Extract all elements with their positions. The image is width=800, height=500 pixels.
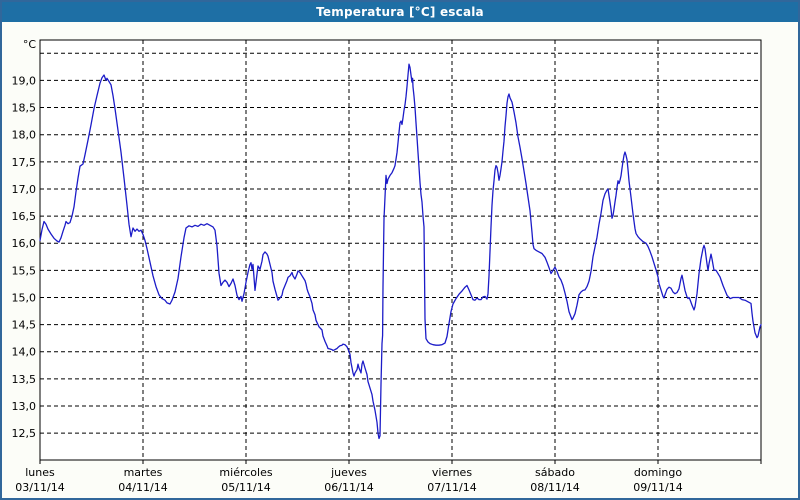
x-day-date-label: 06/11/14 [324,481,373,494]
x-day-name-label: sábado [535,466,575,479]
x-day-name-label: lunes [25,466,55,479]
y-axis-unit-label: °C [23,38,37,51]
title-bar: Temperatura [°C] escala [2,2,798,22]
x-day-date-label: 07/11/14 [427,481,476,494]
y-tick-label: 12,5 [12,427,37,440]
x-day-date-label: 08/11/14 [530,481,579,494]
temperature-series-line [39,63,762,440]
x-day-name-label: martes [124,466,163,479]
x-day-name-label: jueves [330,466,367,479]
y-tick-label: 16,5 [12,210,37,223]
x-day-date-label: 09/11/14 [633,481,682,494]
x-day-date-label: 03/11/14 [15,481,64,494]
y-tick-label: 16,0 [12,237,37,250]
x-day-date-label: 05/11/14 [221,481,270,494]
x-day-name-label: domingo [634,466,682,479]
y-tick-label: 15,5 [12,264,37,277]
plot-border [39,39,762,461]
y-tick-label: 18,0 [12,129,37,142]
y-tick-label: 17,5 [12,156,37,169]
y-tick-label: 13,5 [12,373,37,386]
plot-area [40,40,761,460]
y-tick-label: 17,0 [12,183,37,196]
y-tick-label: 18,5 [12,102,37,115]
y-tick-label: 14,0 [12,346,37,359]
y-tick-label: 13,0 [12,400,37,413]
x-day-date-label: 04/11/14 [118,481,167,494]
y-tick-label: 15,0 [12,291,37,304]
x-day-name-label: miércoles [219,466,272,479]
chart-title: Temperatura [°C] escala [316,5,484,19]
x-day-name-label: viernes [432,466,472,479]
y-tick-label: 14,5 [12,319,37,332]
y-tick-label: 19,0 [12,74,37,87]
